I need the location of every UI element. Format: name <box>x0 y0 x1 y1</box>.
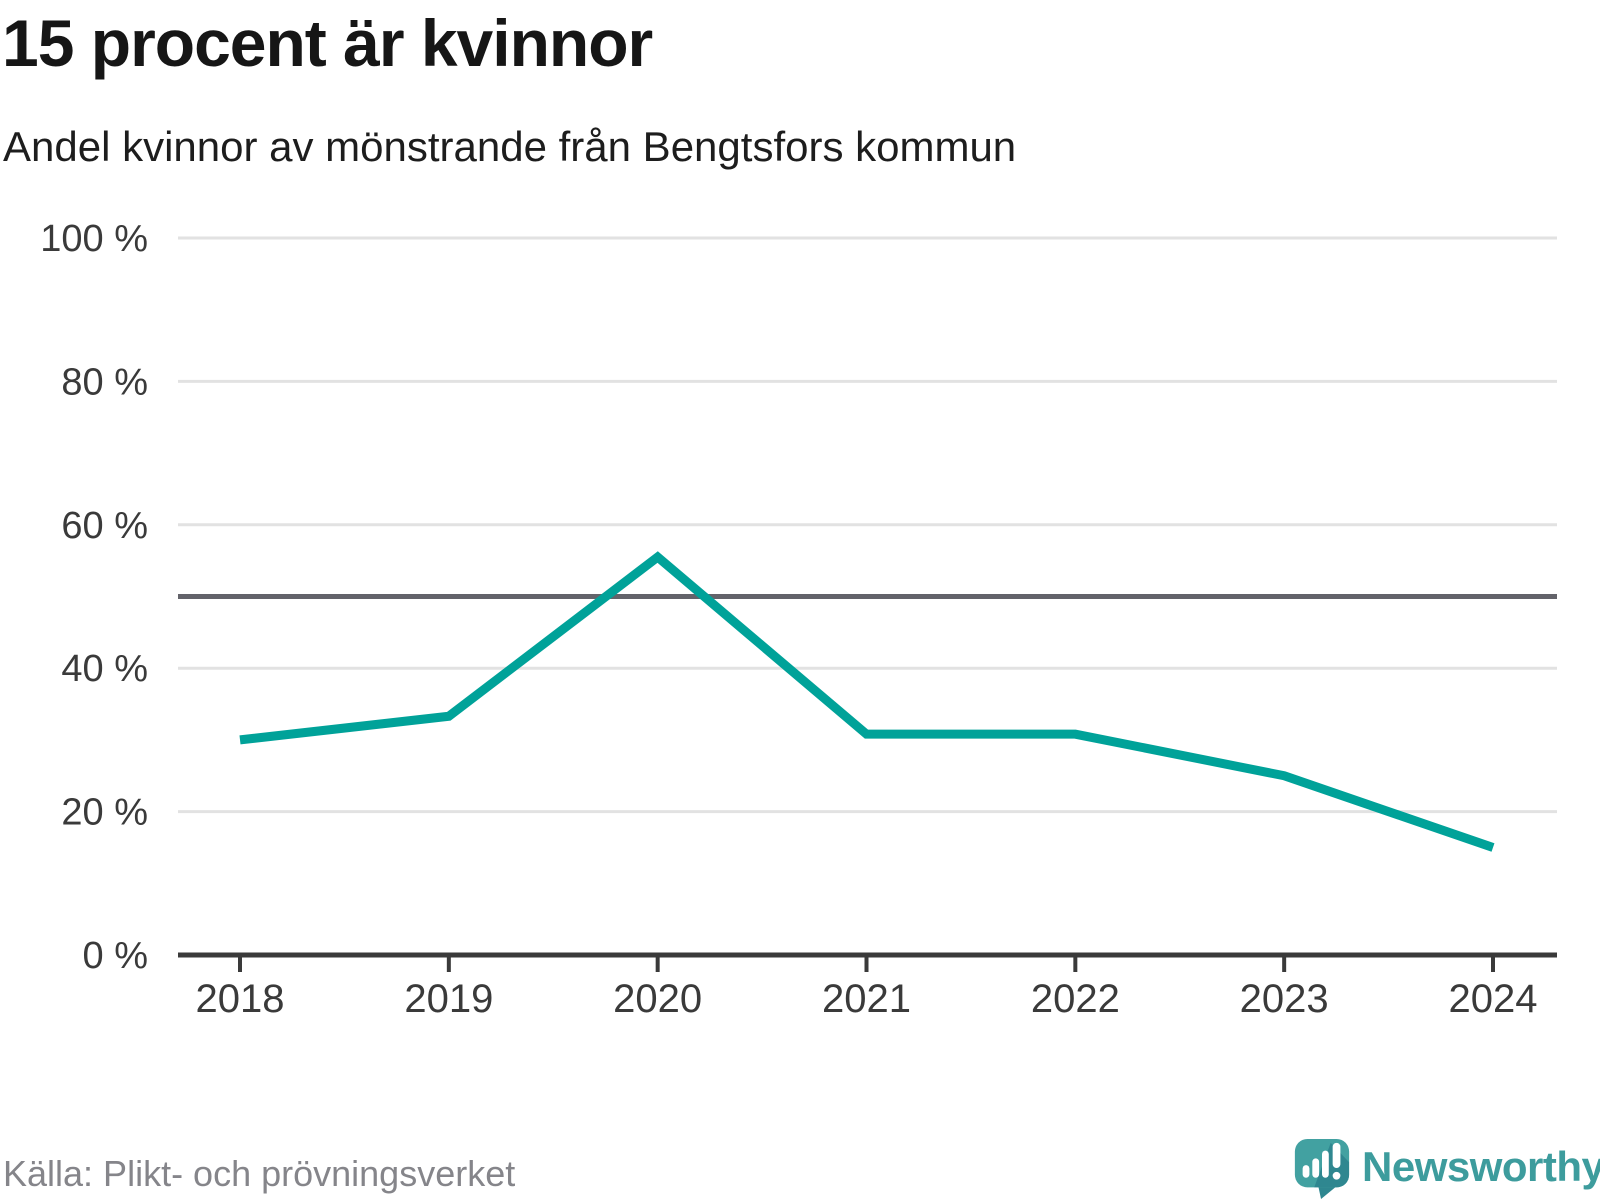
source-note: Källa: Plikt- och prövningsverket <box>3 1153 516 1194</box>
logo-bar-large <box>1322 1150 1329 1178</box>
logo-exclamation-dot <box>1332 1171 1341 1180</box>
newsworthy-logo-icon <box>1294 1138 1350 1200</box>
logo-exclamation-bar <box>1332 1142 1341 1169</box>
y-axis-tick-label: 40 % <box>61 648 148 690</box>
y-axis-tick-label: 0 % <box>83 935 148 977</box>
y-axis-tick-label: 60 % <box>61 505 148 547</box>
y-axis-tick-label: 100 % <box>40 218 148 260</box>
x-axis-tick-label: 2018 <box>196 977 285 1021</box>
chart-title: 15 procent är kvinnor <box>2 6 653 80</box>
y-axis-tick-label: 20 % <box>61 792 148 834</box>
data-line-andel-kvinnor <box>239 551 1495 852</box>
x-axis-tick-label: 2023 <box>1240 977 1329 1021</box>
newsworthy-logo: Newsworthy <box>1291 1137 1600 1200</box>
y-axis-tick-label: 80 % <box>61 361 148 403</box>
chart-subtitle: Andel kvinnor av mönstrande från Bengtsf… <box>3 123 1017 170</box>
logo-bar-medium <box>1312 1158 1320 1178</box>
logo-bar-small <box>1302 1165 1310 1178</box>
x-axis-tick-label: 2020 <box>613 977 702 1021</box>
x-axis-tick-label: 2019 <box>404 977 493 1021</box>
newsworthy-wordmark: Newsworthy <box>1362 1142 1600 1190</box>
x-axis-tick-label: 2022 <box>1031 977 1120 1021</box>
x-axis-tick-label: 2024 <box>1449 977 1538 1021</box>
x-axis-tick-label: 2021 <box>822 977 911 1021</box>
logo-bubble-tail <box>1318 1185 1338 1200</box>
